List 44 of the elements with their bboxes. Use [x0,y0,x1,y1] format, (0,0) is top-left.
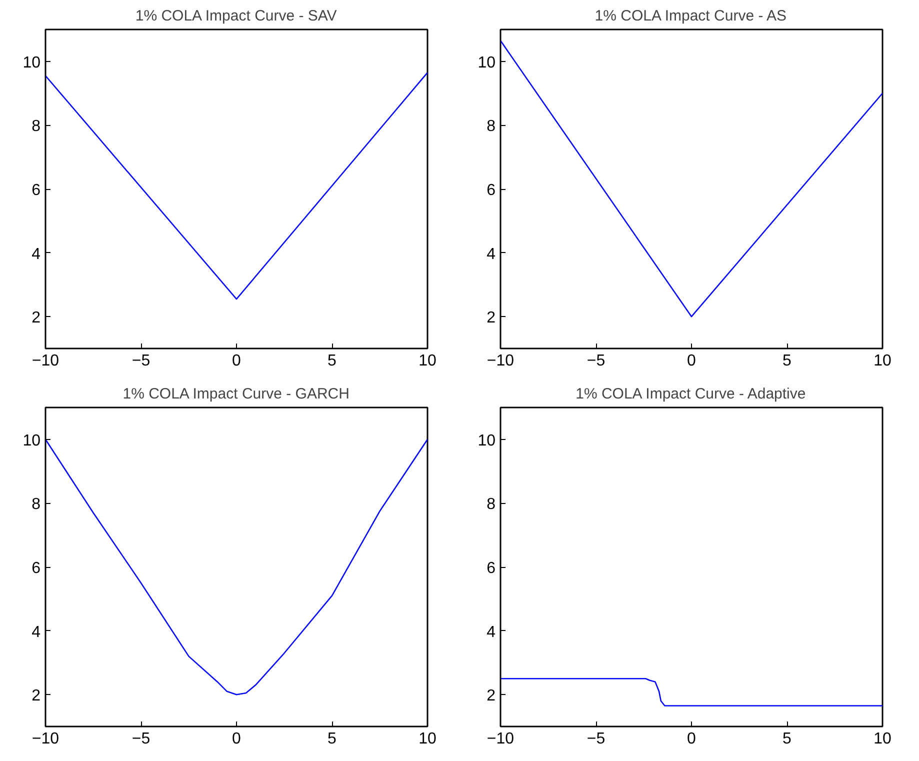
x-tick-label: −5 [132,730,150,748]
y-tick-label: 2 [32,310,41,327]
x-tick-label: 10 [874,352,892,370]
x-tick-label: −5 [132,352,150,370]
y-tick-label: 4 [486,246,496,263]
x-tick-label: −10 [486,352,514,370]
y-tick-label: 2 [32,688,41,705]
y-tick-label: 10 [22,432,41,450]
chart-title: 1% COLA Impact Curve - GARCH [122,386,350,402]
x-tick-label: 10 [418,352,436,370]
x-tick-label: 5 [328,352,337,370]
y-tick-label: 8 [486,496,496,514]
y-tick-label: 8 [486,118,496,136]
x-tick-label: −10 [32,730,60,748]
y-tick-label: 8 [32,118,41,136]
y-tick-label: 10 [478,54,496,72]
y-tick-label: 6 [32,182,41,199]
y-tick-label: 2 [486,310,496,327]
y-tick-label: 8 [32,496,41,514]
x-tick-label: 0 [232,730,242,748]
y-tick-label: 6 [486,182,496,199]
x-tick-label: 10 [874,730,892,748]
chart-title: 1% COLA Impact Curve - SAV [135,8,337,24]
x-tick-label: −10 [486,730,514,748]
x-tick-label: 5 [328,730,337,748]
chart-title: 1% COLA Impact Curve - Adaptive [576,386,806,402]
x-tick-label: 5 [782,352,792,370]
y-tick-label: 6 [32,560,41,577]
y-tick-label: 10 [22,54,41,72]
x-tick-label: 0 [687,352,696,370]
x-tick-label: 0 [232,352,242,370]
x-tick-label: −5 [586,730,606,748]
x-tick-label: 10 [418,730,436,748]
x-tick-label: 0 [687,730,696,748]
x-tick-label: 5 [782,730,792,748]
y-tick-label: 4 [486,624,496,641]
chart-title: 1% COLA Impact Curve - AS [594,8,787,24]
y-tick-label: 4 [32,624,41,641]
x-tick-label: −5 [586,352,606,370]
x-tick-label: −10 [32,352,60,370]
y-tick-label: 2 [486,688,496,705]
y-tick-label: 4 [32,246,41,263]
y-tick-label: 6 [486,560,496,577]
y-tick-label: 10 [478,432,496,450]
